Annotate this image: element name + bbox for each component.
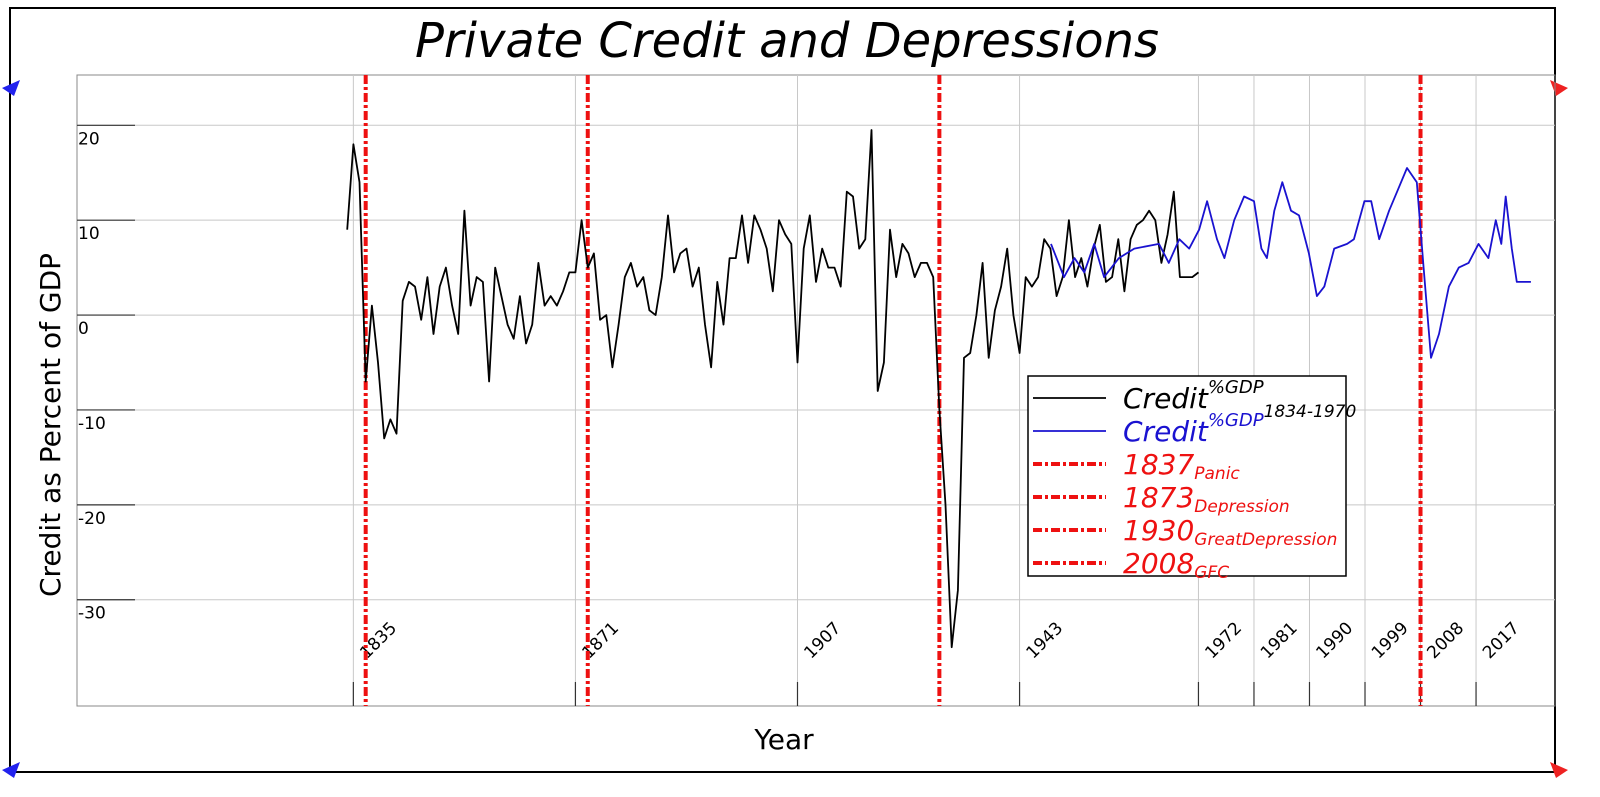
legend-text: 1837 [1123, 448, 1194, 481]
corner-marker [2, 80, 20, 96]
legend-text: 1930 [1123, 514, 1194, 547]
y-tick-label: 0 [78, 319, 89, 339]
legend-text: 1834-1970 [1264, 402, 1357, 422]
legend-text: Depression [1194, 497, 1289, 517]
y-tick-label: 10 [78, 224, 100, 244]
plot-area [76, 74, 1556, 707]
y-tick-label: 20 [78, 129, 100, 149]
legend-label: 2008GFC [1123, 547, 1229, 583]
series-line [346, 129, 1200, 649]
y-tick-label: -20 [78, 509, 106, 529]
legend-text: GreatDepression [1194, 530, 1337, 550]
chart-title: Private Credit and Depressions [415, 13, 1159, 69]
legend-text: %GDP [1208, 377, 1264, 398]
legend-box [1027, 375, 1347, 577]
x-axis-label: Year [753, 723, 814, 756]
legend-label: Credit%GDP [1123, 410, 1264, 448]
legend-label: Credit%GDP1834-1970 [1123, 377, 1356, 422]
legend-label: 1837Panic [1123, 448, 1240, 484]
legend-text: Credit [1123, 382, 1209, 415]
legend-label: 1930GreatDepression [1123, 514, 1337, 550]
y-tick-label: -10 [78, 414, 106, 434]
legend-label: 1873Depression [1123, 481, 1290, 517]
series-line [1050, 167, 1531, 359]
y-tick-label: -30 [78, 604, 106, 624]
legend-text: Credit [1123, 415, 1209, 448]
corner-marker [1550, 762, 1568, 778]
legend-text: %GDP [1208, 410, 1264, 431]
legend-text: Panic [1194, 464, 1240, 484]
legend-text: 1873 [1123, 481, 1194, 514]
legend-text: 2008 [1123, 547, 1194, 580]
y-axis-label: Credit as Percent of GDP [34, 253, 67, 597]
corner-marker [2, 762, 20, 778]
legend-text: GFC [1194, 563, 1229, 583]
